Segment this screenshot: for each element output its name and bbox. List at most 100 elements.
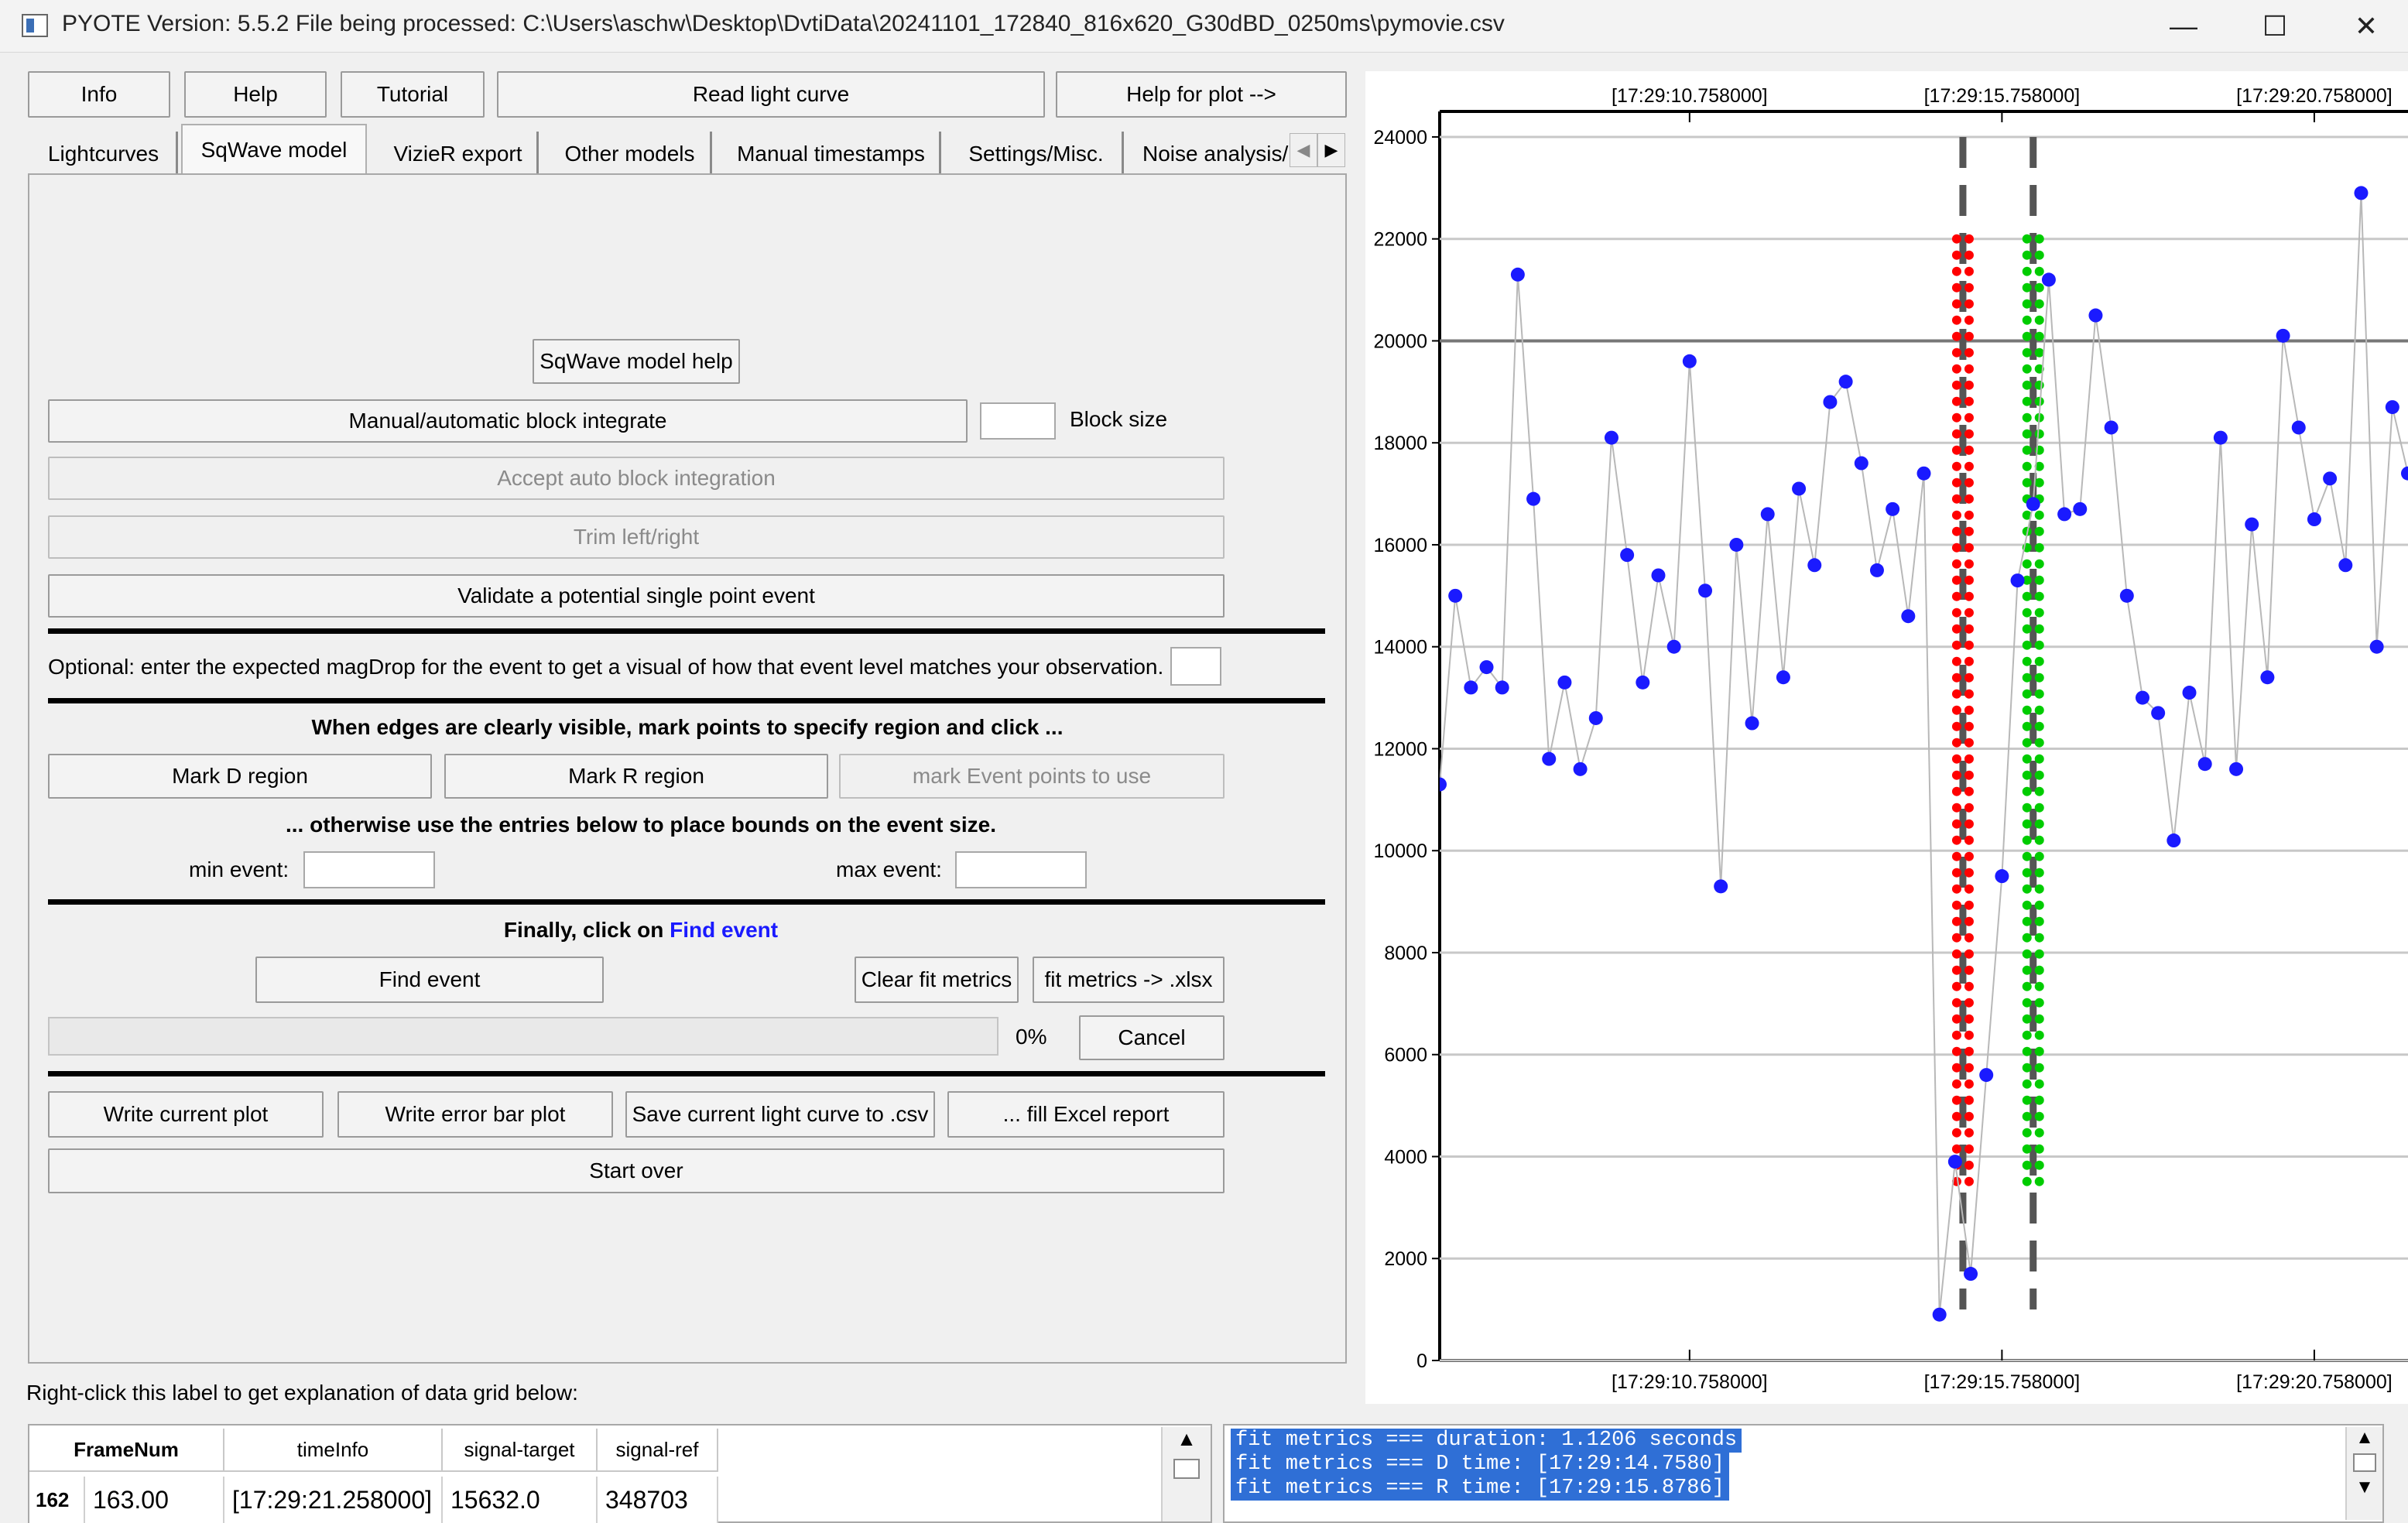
tutorial-button[interactable]: Tutorial xyxy=(341,71,485,118)
write-current-plot-button[interactable]: Write current plot xyxy=(48,1091,324,1138)
start-over-button[interactable]: Start over xyxy=(48,1148,1225,1193)
data-point xyxy=(1838,375,1853,389)
r-edge-marker xyxy=(2034,900,2044,910)
scroll-thumb[interactable] xyxy=(1173,1459,1200,1479)
tab-manual-timestamps[interactable]: Manual timestamps xyxy=(723,132,941,176)
sqwave-help-button[interactable]: SqWave model help xyxy=(533,339,740,384)
fit-metrics-xlsx-button[interactable]: fit metrics -> .xlsx xyxy=(1033,957,1225,1003)
light-curve-plot[interactable]: 0 2000 4000 6000 8000 10000 12000 14000 16000 180… xyxy=(1365,71,2408,1404)
data-grid-label[interactable]: Right-click this label to get explanatio… xyxy=(26,1381,578,1405)
r-edge-marker xyxy=(2034,933,2044,943)
y-tick-label: 4000 xyxy=(1384,1146,1427,1168)
d-edge-marker xyxy=(1951,640,1961,650)
d-edge-marker xyxy=(1964,445,1974,455)
d-edge-marker xyxy=(1951,673,1961,683)
minimize-button[interactable]: — xyxy=(2170,10,2197,42)
scroll-up-icon[interactable]: ▲ xyxy=(1177,1427,1197,1450)
d-edge-marker xyxy=(1964,1079,1974,1089)
r-edge-marker xyxy=(2022,721,2032,731)
r-edge-marker xyxy=(2022,933,2032,943)
write-error-bar-plot-button[interactable]: Write error bar plot xyxy=(337,1091,613,1138)
data-point xyxy=(1854,456,1869,471)
fill-excel-report-button[interactable]: ... fill Excel report xyxy=(947,1091,1225,1138)
magdrop-input[interactable] xyxy=(1170,647,1221,686)
data-point xyxy=(2167,833,2181,848)
d-edge-marker xyxy=(1951,364,1961,374)
help-button[interactable]: Help xyxy=(184,71,327,118)
maximize-button[interactable]: ☐ xyxy=(2262,10,2288,42)
data-point xyxy=(2323,471,2338,486)
d-edge-marker xyxy=(1951,656,1961,666)
trim-left-right-button[interactable]: Trim left/right xyxy=(48,515,1225,559)
y-tick-label: 16000 xyxy=(1373,535,1427,556)
cancel-button[interactable]: Cancel xyxy=(1079,1015,1225,1060)
d-edge-marker xyxy=(1964,754,1974,764)
close-button[interactable]: ✕ xyxy=(2354,10,2379,42)
finally-instructions: Finally, click on Find event xyxy=(0,918,1282,943)
log-scrollbar[interactable]: ▲ ▼ xyxy=(2345,1427,2382,1520)
d-edge-marker xyxy=(1964,607,1974,618)
column-header-signal-ref[interactable]: signal-ref xyxy=(598,1429,718,1472)
tab-sqwave-model[interactable]: SqWave model xyxy=(181,124,367,175)
tab-noise-analysis[interactable]: Noise analysis/I xyxy=(1142,142,1291,166)
r-edge-marker xyxy=(2022,575,2032,585)
block-size-input[interactable] xyxy=(980,402,1056,440)
d-edge-marker xyxy=(1964,1144,1974,1154)
save-light-curve-csv-button[interactable]: Save current light curve to .csv xyxy=(625,1091,935,1138)
r-edge-marker xyxy=(2034,1144,2044,1154)
table-cell[interactable]: 163.00 xyxy=(85,1477,224,1523)
max-event-input[interactable] xyxy=(955,851,1087,888)
r-edge-marker xyxy=(2022,835,2032,845)
accept-auto-block-button[interactable]: Accept auto block integration xyxy=(48,457,1225,500)
column-header-framenum[interactable]: FrameNum xyxy=(29,1429,224,1472)
d-edge-marker xyxy=(1951,689,1961,699)
fit-metrics-log[interactable]: fit metrics === duration: 1.1206 seconds… xyxy=(1223,1424,2384,1523)
min-event-input[interactable] xyxy=(303,851,435,888)
data-point xyxy=(2010,573,2025,588)
validate-single-point-button[interactable]: Validate a potential single point event xyxy=(48,574,1225,618)
tab-scroll-left-icon[interactable]: ◀ xyxy=(1290,133,1317,167)
r-edge-marker xyxy=(2022,656,2032,666)
manual-block-integrate-button[interactable]: Manual/automatic block integrate xyxy=(48,399,968,443)
data-point xyxy=(1448,588,1463,603)
r-edge-marker xyxy=(2034,396,2044,406)
d-edge-marker xyxy=(1951,429,1961,439)
data-point xyxy=(1666,639,1681,654)
data-point xyxy=(1979,1068,1994,1083)
data-point xyxy=(2291,420,2306,435)
d-edge-marker xyxy=(1964,234,1974,244)
scroll-thumb[interactable] xyxy=(2353,1453,2376,1472)
column-header-timeinfo[interactable]: timeInfo xyxy=(224,1429,443,1472)
table-cell[interactable]: 348703 xyxy=(598,1477,718,1523)
tab-scroll-right-icon[interactable]: ▶ xyxy=(1317,133,1345,167)
mark-r-region-button[interactable]: Mark R region xyxy=(444,754,828,799)
tab-settings-misc[interactable]: Settings/Misc. xyxy=(951,132,1124,176)
r-edge-marker xyxy=(2022,607,2032,618)
y-tick-label: 14000 xyxy=(1373,637,1427,659)
plot-canvas[interactable]: 0 2000 4000 6000 8000 10000 12000 14000 16000 180… xyxy=(1365,71,2408,1404)
row-header[interactable]: 162 xyxy=(29,1477,85,1523)
data-point xyxy=(1573,762,1588,776)
find-event-button[interactable]: Find event xyxy=(255,957,604,1003)
help-for-plot-button[interactable]: Help for plot --> xyxy=(1056,71,1347,118)
mark-event-points-button[interactable]: mark Event points to use xyxy=(839,754,1225,799)
r-edge-marker xyxy=(2022,429,2032,439)
scroll-down-icon[interactable]: ▼ xyxy=(2355,1477,2374,1497)
info-button[interactable]: Info xyxy=(28,71,170,118)
tab-lightcurves[interactable]: Lightcurves xyxy=(31,132,178,176)
column-header-signal-target[interactable]: signal-target xyxy=(443,1429,598,1472)
scroll-up-icon[interactable]: ▲ xyxy=(2355,1427,2374,1448)
r-edge-marker xyxy=(2022,299,2032,309)
d-edge-marker xyxy=(1951,234,1961,244)
table-cell[interactable]: 15632.0 xyxy=(443,1477,598,1523)
mark-d-region-button[interactable]: Mark D region xyxy=(48,754,432,799)
d-edge-marker xyxy=(1964,884,1974,894)
grid-scrollbar[interactable]: ▲ xyxy=(1161,1427,1211,1521)
tab-vizier-export[interactable]: VizieR export xyxy=(379,132,539,176)
clear-fit-metrics-button[interactable]: Clear fit metrics xyxy=(855,957,1019,1003)
tab-other-models[interactable]: Other models xyxy=(550,132,712,176)
d-edge-marker xyxy=(1964,786,1974,796)
read-light-curve-button[interactable]: Read light curve xyxy=(497,71,1045,118)
r-edge-marker xyxy=(2022,738,2032,748)
table-cell[interactable]: [17:29:21.258000] xyxy=(224,1477,443,1523)
